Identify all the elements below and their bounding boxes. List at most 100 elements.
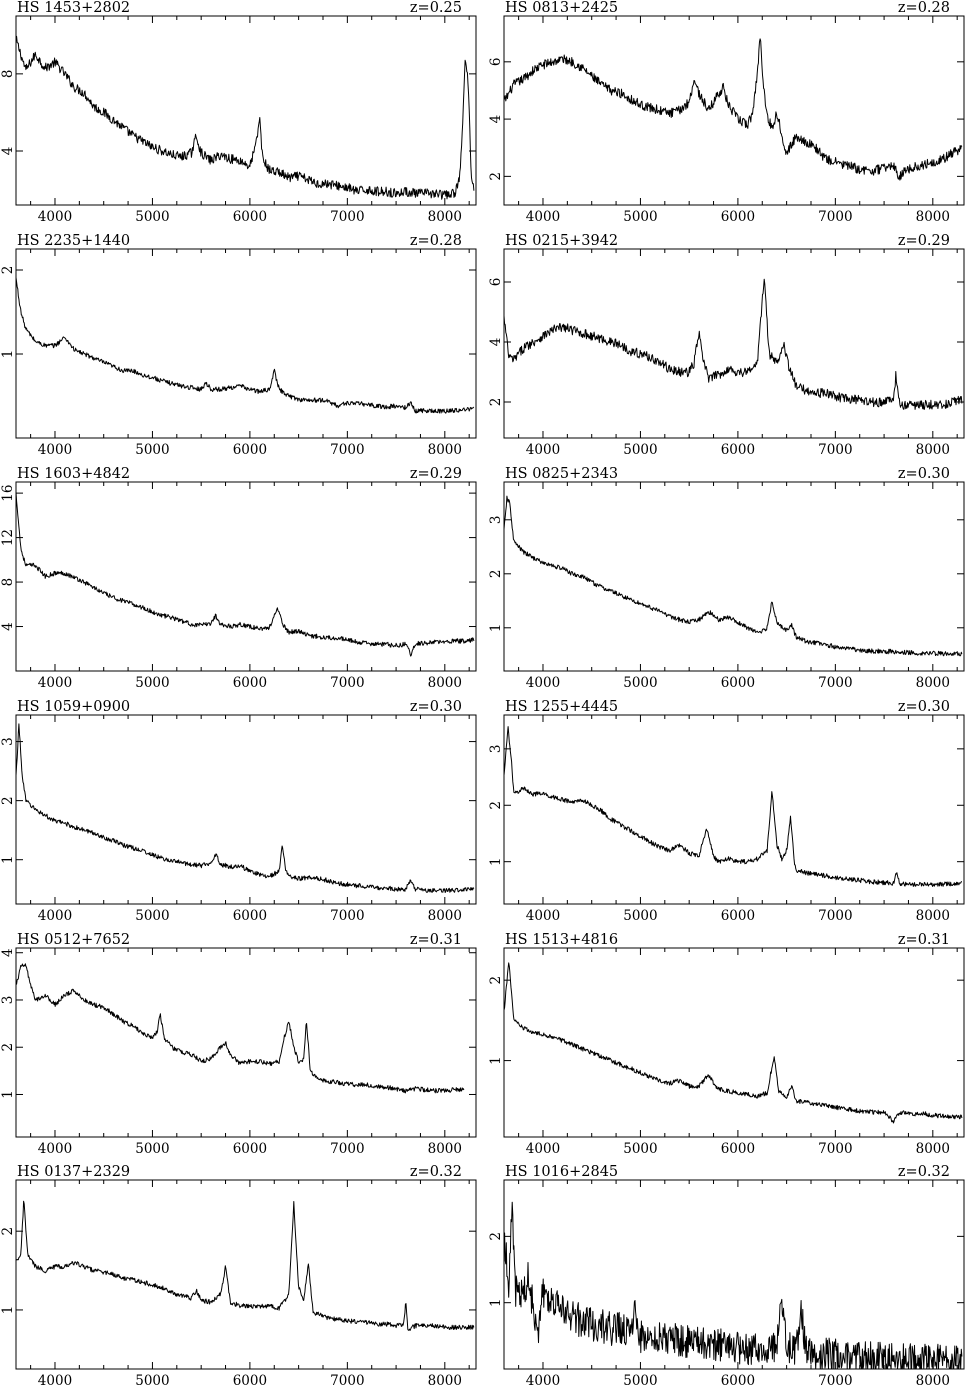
y-tick-label: 2 (0, 796, 16, 805)
panel-title: HS 0215+3942 (505, 233, 618, 249)
x-tick-label: 5000 (135, 1373, 169, 1385)
x-tick-label: 8000 (428, 1141, 462, 1157)
x-tick-label: 5000 (135, 1141, 169, 1157)
y-tick-label: 2 (488, 976, 504, 985)
plot-frame (15, 714, 477, 905)
spectrum-line (503, 495, 963, 657)
spectrum-line (15, 963, 465, 1094)
x-tick-label: 4000 (526, 1373, 560, 1385)
y-tick-label: 2 (488, 1232, 504, 1241)
y-tick-label: 1 (488, 857, 504, 866)
spectrum-panel: HS 0215+3942 z=0.29 4000 5000 6000 7000 8000 2 4… (488, 233, 965, 458)
spectrum-panel: HS 0825+2343 z=0.30 4000 5000 6000 7000 8000 1 2… (488, 466, 965, 691)
x-tick-label: 6000 (233, 209, 267, 225)
x-tick-label: 7000 (818, 1373, 852, 1385)
x-tick-label: 8000 (916, 209, 950, 225)
x-tick-label: 8000 (428, 209, 462, 225)
x-tick-label: 4000 (38, 209, 72, 225)
x-tick-label: 6000 (721, 442, 755, 458)
plot-frame (503, 15, 965, 206)
spectrum-panel: HS 0137+2329 z=0.32 4000 5000 6000 7000 8000 1 2 (0, 1164, 477, 1385)
panel-title: HS 0512+7652 (17, 932, 130, 948)
spectrum-panel: HS 1603+4842 z=0.29 4000 5000 6000 7000 8000 4 8… (0, 466, 477, 691)
y-tick-label: 2 (488, 570, 504, 579)
x-tick-label: 8000 (916, 1141, 950, 1157)
y-tick-label: 3 (0, 737, 16, 746)
x-tick-label: 4000 (526, 675, 560, 691)
spectrum-panel: HS 1059+0900 z=0.30 4000 5000 6000 7000 8000 1 2… (0, 699, 477, 924)
x-tick-label: 5000 (135, 675, 169, 691)
x-tick-label: 8000 (916, 908, 950, 924)
plot-frame (15, 15, 477, 206)
spectrum-panel: HS 1016+2845 z=0.32 4000 5000 6000 7000 8000 1 2 (488, 1164, 965, 1385)
x-tick-label: 7000 (818, 908, 852, 924)
spectrum-panel: HS 1453+2802 z=0.25 4000 5000 6000 7000 8000 4 8 (0, 0, 477, 225)
panel-title: HS 1453+2802 (17, 0, 130, 16)
spectrum-line (503, 38, 963, 181)
y-tick-label: 8 (0, 70, 16, 79)
y-tick-label: 3 (488, 516, 504, 525)
spectrum-panel: HS 1513+4816 z=0.31 4000 5000 6000 7000 8000 1 2 (488, 932, 965, 1157)
plot-frame (15, 947, 477, 1138)
y-tick-label: 4 (488, 338, 504, 347)
x-tick-label: 5000 (623, 209, 657, 225)
x-tick-label: 5000 (135, 908, 169, 924)
x-tick-label: 4000 (526, 908, 560, 924)
redshift-label: z=0.31 (410, 932, 462, 948)
panel-title: HS 1513+4816 (505, 932, 618, 948)
panel-title: HS 2235+1440 (17, 233, 130, 249)
spectrum-line (503, 1201, 963, 1370)
y-tick-label: 6 (488, 58, 504, 67)
spectrum-line (503, 278, 963, 410)
x-tick-label: 5000 (623, 1141, 657, 1157)
redshift-label: z=0.30 (898, 699, 950, 715)
y-tick-label: 1 (488, 1056, 504, 1065)
x-tick-label: 8000 (428, 1373, 462, 1385)
spectrum-panel: HS 0512+7652 z=0.31 4000 5000 6000 7000 8000 1 2… (0, 932, 477, 1157)
redshift-label: z=0.28 (410, 233, 462, 249)
x-tick-label: 6000 (233, 1373, 267, 1385)
x-tick-label: 8000 (916, 1373, 950, 1385)
x-tick-label: 4000 (526, 209, 560, 225)
redshift-label: z=0.30 (898, 466, 950, 482)
redshift-label: z=0.28 (898, 0, 950, 16)
y-tick-label: 2 (488, 172, 504, 181)
plot-frame (503, 248, 965, 439)
plot-frame (503, 714, 965, 905)
panel-title: HS 1255+4445 (505, 699, 618, 715)
spectrum-line (15, 723, 475, 893)
redshift-label: z=0.32 (898, 1164, 950, 1180)
y-tick-label: 1 (488, 624, 504, 633)
spectrum-line (15, 35, 475, 200)
x-tick-label: 8000 (428, 675, 462, 691)
y-tick-label: 4 (0, 147, 16, 156)
y-tick-label: 4 (488, 115, 504, 124)
spectrum-line (503, 962, 963, 1124)
x-tick-label: 6000 (721, 1373, 755, 1385)
x-tick-label: 4000 (38, 1141, 72, 1157)
x-tick-label: 6000 (721, 675, 755, 691)
y-tick-label: 1 (0, 855, 16, 864)
spectrum-panel: HS 1255+4445 z=0.30 4000 5000 6000 7000 8000 1 2… (488, 699, 965, 924)
redshift-label: z=0.29 (898, 233, 950, 249)
plot-frame (503, 481, 965, 672)
x-tick-label: 7000 (330, 1141, 364, 1157)
x-tick-label: 8000 (916, 675, 950, 691)
plot-frame (15, 1179, 477, 1370)
y-tick-label: 6 (488, 278, 504, 287)
panel-title: HS 0813+2425 (505, 0, 618, 16)
x-tick-label: 5000 (623, 442, 657, 458)
x-tick-label: 8000 (916, 442, 950, 458)
panel-title: HS 1016+2845 (505, 1164, 618, 1180)
x-tick-label: 8000 (428, 908, 462, 924)
redshift-label: z=0.29 (410, 466, 462, 482)
x-tick-label: 7000 (330, 908, 364, 924)
x-tick-label: 6000 (721, 1141, 755, 1157)
y-tick-label: 3 (0, 996, 16, 1005)
panel-title: HS 1603+4842 (17, 466, 130, 482)
x-tick-label: 5000 (135, 442, 169, 458)
y-tick-label: 1 (0, 1306, 16, 1315)
redshift-label: z=0.31 (898, 932, 950, 948)
x-tick-label: 7000 (330, 209, 364, 225)
